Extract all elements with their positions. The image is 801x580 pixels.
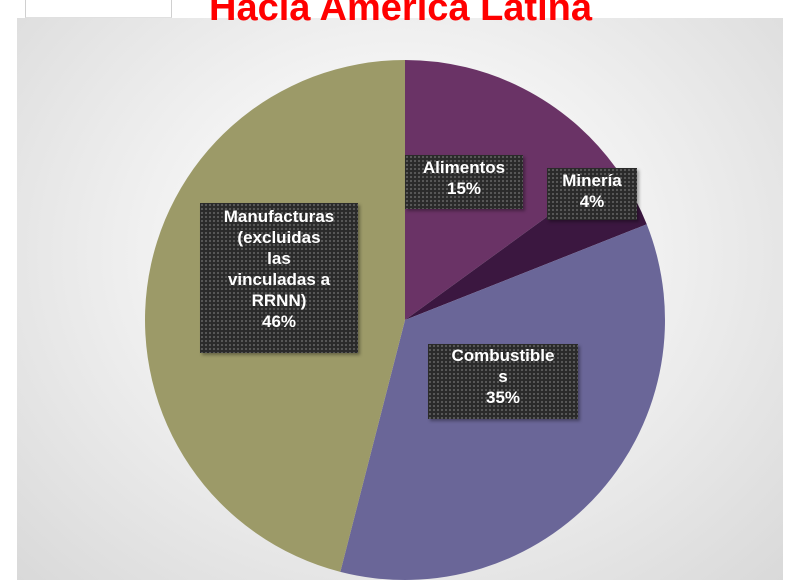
data-label-manufacturas-line-6: 46% xyxy=(261,312,297,331)
data-label-manufacturas-line-5: RRNN) xyxy=(251,291,307,310)
data-label-manufacturas-line-4: vinculadas a xyxy=(227,270,331,289)
data-label-combustibles-line-2: s xyxy=(498,367,508,386)
data-label-mineria-line-2: 4% xyxy=(579,192,605,211)
data-label-manufacturas: Manufacturas (excluidas las vinculadas a… xyxy=(200,203,358,353)
data-label-alimentos: Alimentos 15% xyxy=(405,155,523,209)
data-label-alimentos-line-2: 15% xyxy=(446,179,482,198)
tab-fragment xyxy=(25,0,172,18)
data-label-alimentos-line-1: Alimentos xyxy=(422,158,506,177)
data-label-manufacturas-line-3: las xyxy=(267,249,291,268)
data-label-mineria: Minería 4% xyxy=(547,168,637,220)
data-label-mineria-line-1: Minería xyxy=(562,171,622,190)
data-label-combustibles-line-1: Combustible xyxy=(451,346,555,365)
chart-title: Hacia América Latina xyxy=(209,0,592,29)
data-label-combustibles-line-3: 35% xyxy=(485,388,521,407)
data-label-manufacturas-line-1: Manufacturas xyxy=(223,207,335,226)
data-label-combustibles: Combustible s 35% xyxy=(428,344,578,419)
data-label-manufacturas-line-2: (excluidas xyxy=(237,228,321,247)
